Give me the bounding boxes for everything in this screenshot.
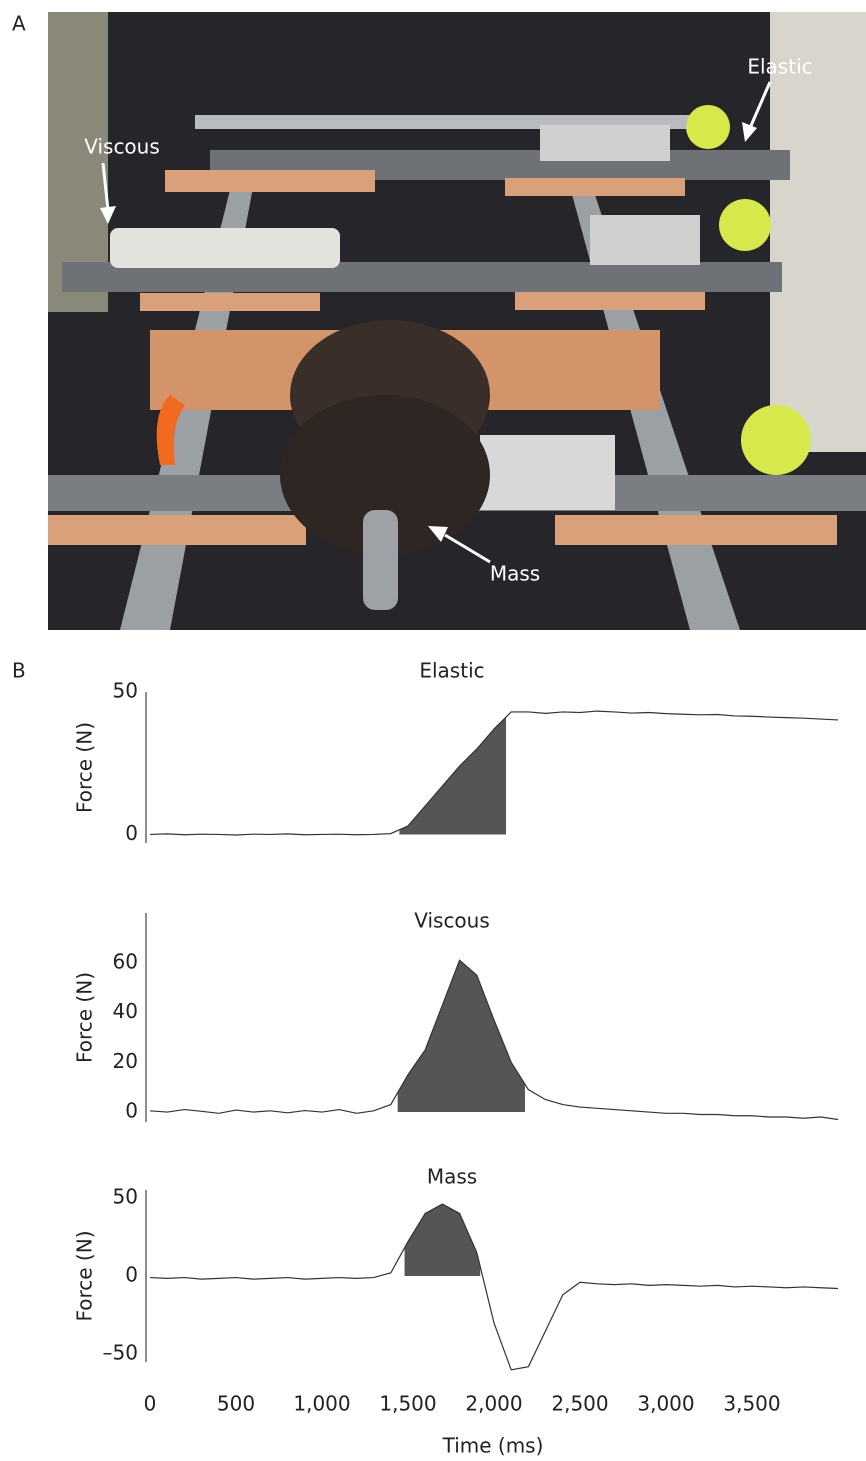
board <box>140 293 320 311</box>
chart-title: Viscous <box>414 909 490 933</box>
chart-title: Mass <box>427 1165 477 1189</box>
board <box>48 515 306 545</box>
y-tick-label: 40 <box>113 999 138 1023</box>
x-tick-label: 3,000 <box>637 1392 694 1416</box>
board <box>515 292 705 310</box>
y-tick-label: 20 <box>113 1049 138 1073</box>
y-axis-label: Force (N) <box>73 722 97 813</box>
panel-label: B <box>12 659 26 683</box>
y-axis-label: Force (N) <box>73 972 97 1063</box>
y-tick-label: 50 <box>113 1184 138 1208</box>
force-gauge <box>480 435 615 510</box>
shaded-area <box>405 1204 481 1276</box>
board <box>555 515 837 545</box>
weight-bar <box>363 510 398 610</box>
x-axis-label: Time (ms) <box>442 1434 544 1458</box>
tennis-ball <box>686 105 730 149</box>
shaded-area <box>398 960 525 1112</box>
photo-annotation: Mass <box>490 562 540 586</box>
tennis-ball <box>719 199 771 251</box>
y-tick-label: 0 <box>125 1099 138 1123</box>
photo-annotation: Elastic <box>747 55 812 79</box>
photo: Viscous Elastic Mass <box>48 12 866 630</box>
x-tick-label: 0 <box>144 1392 157 1416</box>
force-gauge <box>540 125 670 161</box>
figure: A Viscous Elastic Ma <box>0 0 866 1461</box>
y-tick-label: 60 <box>113 949 138 973</box>
x-tick-label: 1,500 <box>379 1392 436 1416</box>
x-tick-label: 3,500 <box>723 1392 780 1416</box>
y-axis-label: Force (N) <box>73 1230 97 1321</box>
tennis-ball <box>741 405 811 475</box>
y-tick-label: 0 <box>125 1263 138 1287</box>
board <box>165 170 375 192</box>
x-tick-label: 2,500 <box>551 1392 608 1416</box>
syringe <box>110 228 340 268</box>
x-tick-label: 500 <box>217 1392 255 1416</box>
x-tick-label: 2,000 <box>465 1392 522 1416</box>
y-tick-label: 0 <box>125 821 138 845</box>
x-tick-label: 1,000 <box>293 1392 350 1416</box>
y-tick-label: –50 <box>103 1341 138 1365</box>
y-tick-label: 50 <box>113 679 138 703</box>
force-gauge <box>590 215 700 265</box>
chart-title: Elastic <box>419 659 484 683</box>
data-line <box>150 1204 838 1370</box>
board <box>505 178 685 196</box>
photo-annotation: Viscous <box>84 135 160 159</box>
panel-label: A <box>12 12 26 36</box>
